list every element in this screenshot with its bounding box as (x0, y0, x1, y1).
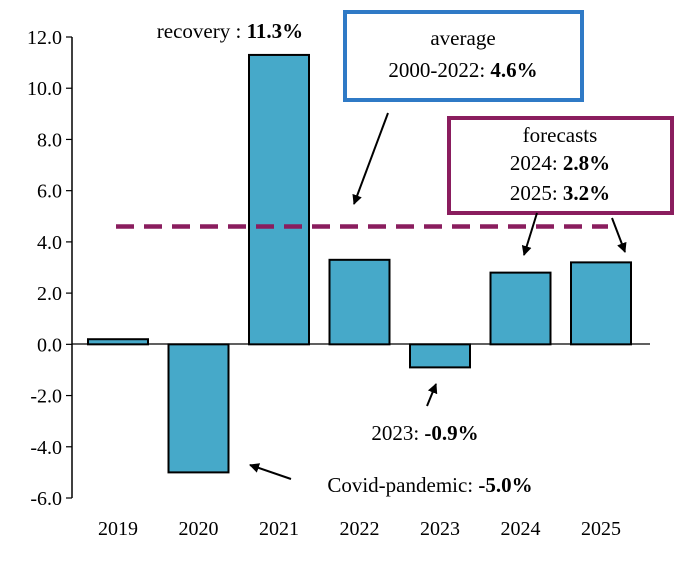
y2023-arrow (426, 383, 438, 407)
y-tick-label: 12.0 (27, 27, 62, 49)
bar-group (87, 53, 632, 474)
forecast-2025: 2025: 3.2% (510, 181, 610, 205)
y-tick-label: 4.0 (37, 232, 62, 254)
y-tick-label: 8.0 (37, 129, 62, 151)
y2023-annotation: 2023: -0.9% (371, 421, 478, 445)
bar-2022 (328, 258, 391, 346)
average-box-period: 2000-2022: 4.6% (388, 58, 537, 82)
y-tick-label: 6.0 (37, 181, 62, 203)
forecast-2025-label: 2025: (510, 181, 563, 205)
average-period-label: 2000-2022: (388, 58, 490, 82)
forecast-2024-arrow (521, 212, 538, 256)
covid-annotation: Covid-pandemic: -5.0% (327, 473, 532, 497)
y2023-value: -0.9% (424, 421, 478, 445)
y-tick-label: 0.0 (37, 334, 62, 356)
bar-2025 (570, 261, 632, 346)
average-box-title: average (430, 26, 495, 50)
forecast-2024-value: 2.8% (563, 151, 610, 175)
recovery-label: recovery : (157, 19, 247, 43)
bar-2019 (87, 338, 149, 346)
y-tick-group: 12.0 10.0 8.0 6.0 4.0 2.0 0.0 -2.0 -4.0 -6.0 (27, 27, 72, 510)
bar-2020 (167, 343, 230, 474)
forecasts-box (447, 116, 674, 215)
y2023-label: 2023: (371, 421, 424, 445)
forecast-2025-value: 3.2% (563, 181, 610, 205)
x-tick-label-2020: 2020 (179, 518, 219, 540)
forecast-2024-label: 2024: (510, 151, 563, 175)
recovery-annotation: recovery : 11.3% (157, 19, 303, 43)
bar-2023 (409, 343, 471, 369)
y-tick-label: -4.0 (30, 437, 62, 459)
average-arrow (352, 112, 389, 205)
y-tick-label: 10.0 (27, 78, 62, 100)
x-tick-label-2024: 2024 (501, 518, 541, 540)
covid-label: Covid-pandemic: (327, 473, 478, 497)
x-tick-label-2023: 2023 (420, 518, 460, 540)
x-tick-label-2021: 2021 (259, 518, 299, 540)
forecast-2025-arrow (611, 217, 627, 253)
x-tick-label-2019: 2019 (98, 518, 138, 540)
x-tick-label-2022: 2022 (340, 518, 380, 540)
x-tick-label-2025: 2025 (581, 518, 621, 540)
y-tick-label: -2.0 (30, 386, 62, 408)
forecasts-box-title: forecasts (523, 123, 598, 147)
bar-2021 (248, 53, 310, 346)
forecast-2024: 2024: 2.8% (510, 151, 610, 175)
average-box (343, 10, 584, 102)
covid-value: -5.0% (478, 473, 532, 497)
x-tick-group: 2019 2020 2021 2022 2023 2024 2025 (98, 518, 621, 540)
average-period-value: 4.6% (490, 58, 537, 82)
recovery-value: 11.3% (247, 19, 304, 43)
bar-2024 (489, 271, 552, 346)
y-tick-label: 2.0 (37, 283, 62, 305)
y-tick-label: -6.0 (30, 488, 62, 510)
covid-arrow (249, 463, 292, 480)
